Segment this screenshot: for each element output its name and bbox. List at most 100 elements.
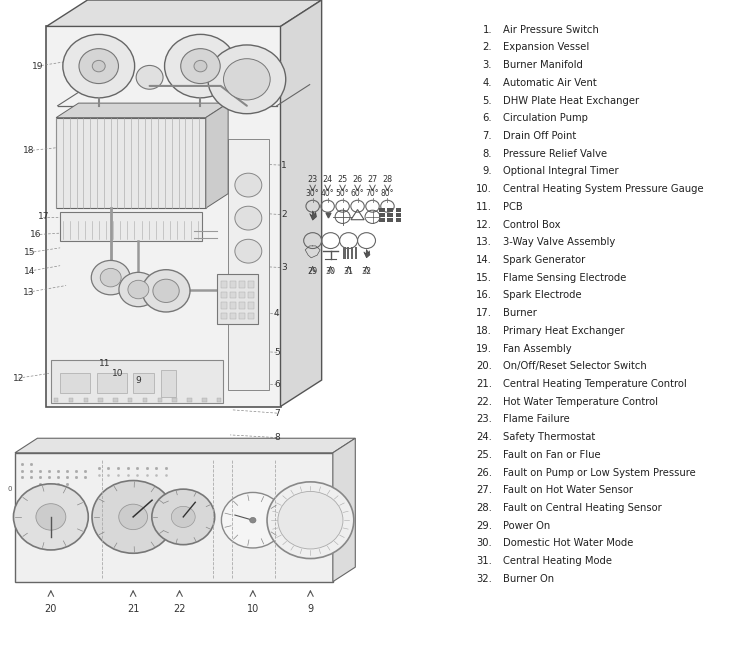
Text: 1.: 1. [482,24,492,35]
Circle shape [119,272,158,307]
Bar [379,208,385,212]
Circle shape [100,268,121,287]
Text: Fault on Pump or Low System Pressure: Fault on Pump or Low System Pressure [503,467,696,478]
Bar [187,398,191,402]
Bar [221,302,227,309]
Bar [347,247,349,259]
Bar [355,247,357,259]
Circle shape [194,60,207,72]
Text: 16: 16 [30,230,42,239]
Text: 26.: 26. [476,467,492,478]
Polygon shape [280,0,322,407]
Text: 70°: 70° [366,189,379,198]
Circle shape [267,482,354,559]
Circle shape [63,34,135,98]
Text: Burner On: Burner On [503,574,554,584]
Text: 28.: 28. [476,503,492,513]
Text: Flame Sensing Electrode: Flame Sensing Electrode [503,273,626,283]
Polygon shape [364,249,370,258]
Text: 15.: 15. [476,273,492,283]
Text: 30°: 30° [306,189,319,198]
Text: 25.: 25. [476,450,492,460]
Circle shape [128,280,149,299]
Text: 17: 17 [37,212,49,221]
Circle shape [92,481,174,553]
Bar [239,313,245,319]
Circle shape [119,504,147,529]
Text: Domestic Hot Water Mode: Domestic Hot Water Mode [503,539,633,549]
Bar [396,208,402,212]
Text: Central Heating System Pressure Gauge: Central Heating System Pressure Gauge [503,184,703,194]
Bar [84,398,88,402]
Text: 2: 2 [281,210,287,219]
Text: 30.: 30. [476,539,492,549]
Circle shape [142,270,190,312]
Polygon shape [15,438,355,453]
Text: 19: 19 [31,61,43,71]
Text: 4: 4 [274,309,280,319]
Bar [60,373,90,393]
Polygon shape [56,118,206,208]
Circle shape [171,506,195,527]
Circle shape [208,45,286,114]
Text: Burner Manifold: Burner Manifold [503,60,583,70]
Text: 10.: 10. [476,184,492,194]
Text: 9: 9 [307,604,313,615]
Text: Safety Thermostat: Safety Thermostat [503,432,595,442]
Circle shape [235,239,262,263]
Text: 3: 3 [281,263,287,272]
Text: 3-Way Valve Assembly: 3-Way Valve Assembly [503,237,615,247]
Bar [221,281,227,288]
Bar [387,213,393,217]
Text: Fault on Hot Water Sensor: Fault on Hot Water Sensor [503,485,633,495]
Bar [248,302,254,309]
Bar [143,398,147,402]
Bar [379,218,385,222]
Circle shape [235,173,262,197]
Text: 16.: 16. [476,290,492,301]
Text: 12.: 12. [476,219,492,229]
Text: 20: 20 [45,604,57,615]
Bar [387,208,393,212]
Circle shape [181,49,220,83]
Text: Circulation Pump: Circulation Pump [503,113,587,124]
Text: Automatic Air Vent: Automatic Air Vent [503,78,596,88]
Bar [239,302,245,309]
Text: 10: 10 [112,369,124,378]
Text: 24: 24 [322,175,333,184]
Text: 50°: 50° [336,189,349,198]
Bar [239,292,245,298]
Text: Fan Assembly: Fan Assembly [503,344,571,354]
Circle shape [221,492,284,548]
Bar [396,218,402,222]
Text: 0: 0 [7,486,12,492]
Text: Fault on Central Heating Sensor: Fault on Central Heating Sensor [503,503,661,513]
Bar [379,213,385,217]
Circle shape [152,489,215,545]
Bar [351,247,353,259]
Circle shape [165,34,236,98]
Text: 7: 7 [274,408,280,418]
Text: Fault on Fan or Flue: Fault on Fan or Flue [503,450,601,460]
Bar [54,398,58,402]
Text: 10: 10 [247,604,259,615]
Text: 2.: 2. [482,42,492,52]
Bar [230,313,236,319]
Bar [221,313,227,319]
Bar [217,274,258,324]
Bar [248,313,254,319]
Text: 15: 15 [24,248,36,257]
Text: 4.: 4. [482,78,492,88]
Bar [228,139,269,390]
Circle shape [92,60,105,72]
Text: 29: 29 [307,267,318,276]
Text: 22: 22 [174,604,186,615]
Text: 32.: 32. [476,574,492,584]
Text: Air Pressure Switch: Air Pressure Switch [503,24,598,35]
Bar [158,398,162,402]
Bar [133,373,154,393]
Text: PCB: PCB [503,202,522,212]
Bar [221,292,227,298]
Text: 21.: 21. [476,379,492,389]
Text: 17.: 17. [476,308,492,318]
